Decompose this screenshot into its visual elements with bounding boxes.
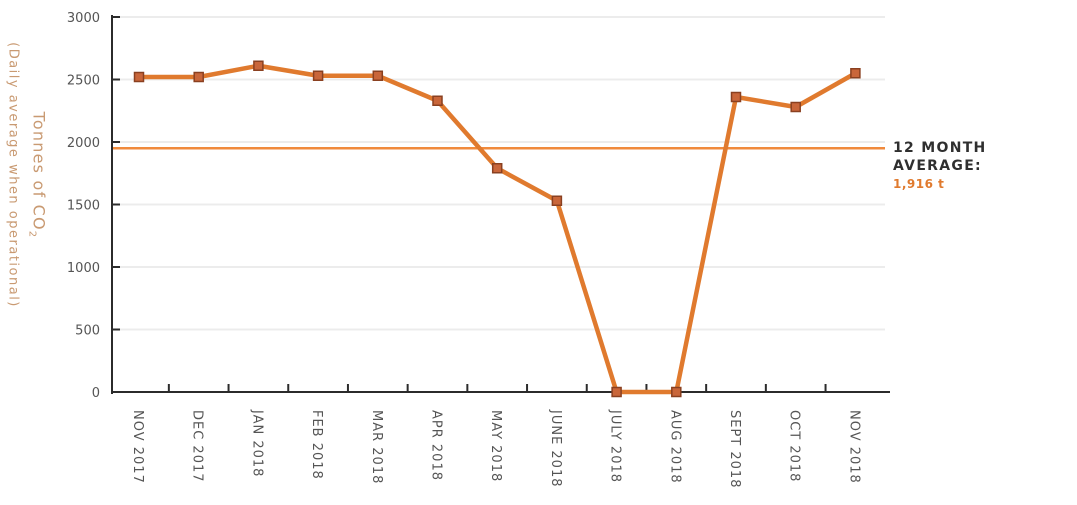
x-tick-label: MAR 2018	[369, 410, 384, 484]
data-point	[312, 70, 324, 81]
y-axis-title-subscript: 2	[26, 230, 38, 239]
average-label: 12 MONTH AVERAGE:	[893, 140, 987, 174]
y-tick-label: 0	[92, 386, 100, 401]
y-tick-label: 1500	[67, 199, 100, 214]
x-tick-labels: NOV 2017 DEC 2017 JAN 2018 FEB 2018 MAR 2018…	[130, 409, 861, 488]
data-point	[193, 71, 204, 83]
x-tick-label: DEC 2017	[190, 410, 205, 483]
y-tick-label: 2000	[67, 136, 100, 151]
data-point	[790, 101, 801, 113]
series-line	[139, 63, 857, 395]
data-point	[850, 68, 861, 79]
x-tick-label: MAY 2018	[488, 410, 503, 482]
x-tick-label: FEB 2018	[309, 410, 324, 480]
series-line-group	[139, 63, 857, 395]
data-point	[372, 70, 384, 81]
data-point	[491, 163, 503, 174]
x-tick-label: AUG 2018	[667, 410, 682, 484]
y-tick-label: 1000	[67, 261, 100, 276]
y-axis-title: Tonnes of CO	[29, 111, 49, 231]
average-value: 1,916 t	[893, 177, 945, 191]
y-axis-label: Tonnes of CO2 (Daily average when operat…	[2, 20, 50, 330]
x-tick-label: OCT 2018	[787, 410, 802, 482]
series-markers	[133, 60, 861, 398]
x-tick-label: APR 2018	[429, 410, 444, 481]
gridlines	[112, 16, 885, 331]
x-tick-label: NOV 2018	[846, 410, 861, 484]
data-point	[133, 71, 145, 83]
x-tick-label: JAN 2018	[249, 409, 264, 477]
data-point	[253, 60, 264, 71]
y-axis-subtitle: (Daily average when operational)	[5, 42, 21, 308]
x-tick-label: JULY 2018	[608, 409, 623, 483]
data-point	[432, 95, 443, 106]
x-tick-label: JUNE 2018	[548, 409, 563, 488]
y-tick-label: 500	[75, 324, 100, 339]
y-tick-label: 2500	[67, 74, 100, 89]
x-tick-label: SEPT 2018	[727, 410, 742, 488]
data-point	[730, 91, 742, 103]
x-tick-label: NOV 2017	[130, 410, 145, 484]
axes	[111, 15, 890, 394]
y-tick-label: 3000	[67, 11, 100, 26]
average-annotation: 12 MONTH AVERAGE: 1,916 t	[893, 139, 1077, 193]
data-point	[671, 386, 682, 398]
y-tick-labels: 0 500 1000 1500 2000 2500 3000	[67, 11, 100, 401]
data-point	[611, 386, 622, 398]
data-point	[551, 195, 563, 206]
